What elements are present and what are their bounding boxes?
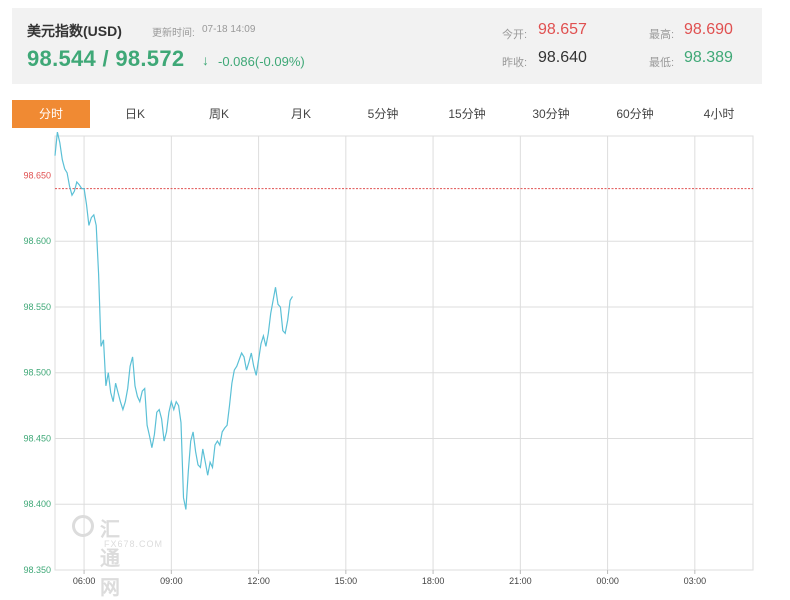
price-line bbox=[54, 131, 294, 510]
prev-close-value: 98.640 bbox=[538, 49, 587, 66]
x-tick-label: 00:00 bbox=[596, 576, 619, 586]
tab-5min[interactable]: 5分钟 bbox=[367, 107, 399, 121]
y-tick-label: 98.550 bbox=[23, 302, 51, 312]
tab-weekly-k[interactable]: 周K bbox=[208, 107, 229, 121]
x-tick-label: 03:00 bbox=[684, 576, 707, 586]
x-tick-label: 06:00 bbox=[73, 576, 96, 586]
tab-15min[interactable]: 15分钟 bbox=[448, 107, 486, 121]
y-tick-label: 98.450 bbox=[23, 433, 51, 443]
prev-close-label: 昨收: bbox=[502, 57, 528, 69]
watermark-logo-icon bbox=[72, 515, 94, 537]
tab-daily-k[interactable]: 日K bbox=[124, 107, 145, 121]
x-tick-label: 12:00 bbox=[247, 576, 270, 586]
intraday-chart: 98.650 98.600 98.550 98.500 98.450 98.400 98.3… bbox=[0, 130, 790, 600]
high-label: 最高: bbox=[649, 29, 675, 41]
watermark-name: 汇通网 bbox=[100, 519, 120, 599]
y-tick-label: 98.400 bbox=[23, 499, 51, 509]
x-tick-label: 15:00 bbox=[335, 576, 358, 586]
down-arrow-icon: ↓ bbox=[202, 52, 209, 68]
low-value: 98.389 bbox=[684, 49, 733, 66]
x-tick-label: 21:00 bbox=[509, 576, 532, 586]
plot-frame bbox=[54, 135, 754, 571]
y-tick-label: 98.350 bbox=[23, 565, 51, 575]
tab-monthly-k[interactable]: 月K bbox=[290, 107, 311, 121]
update-time-label: 更新时间: bbox=[152, 28, 195, 39]
y-tick-label: 98.500 bbox=[23, 368, 51, 378]
price-change: -0.086(-0.09%) bbox=[218, 54, 305, 69]
tab-30min[interactable]: 30分钟 bbox=[532, 107, 570, 121]
y-tick-label: 98.600 bbox=[23, 236, 51, 246]
x-tick-label: 18:00 bbox=[422, 576, 445, 586]
instrument-name: 美元指数(USD) bbox=[27, 23, 122, 39]
x-tick-label: 09:00 bbox=[160, 576, 183, 586]
update-time: 07-18 14:09 bbox=[202, 24, 256, 35]
high-value: 98.690 bbox=[684, 21, 733, 38]
tab-4hour[interactable]: 4小时 bbox=[703, 107, 735, 121]
y-tick-label: 98.650 bbox=[23, 170, 51, 180]
tab-intraday[interactable]: 分时 bbox=[12, 100, 90, 128]
quote-header: 美元指数(USD) 更新时间: 07-18 14:09 98.544 / 98.… bbox=[12, 8, 762, 84]
period-tabs: 分时 日K 周K 月K 5分钟 15分钟 30分钟 60分钟 4小时 bbox=[12, 100, 762, 128]
open-label: 今开: bbox=[502, 29, 528, 41]
bid-ask-price: 98.544 / 98.572 bbox=[27, 46, 185, 71]
chart-svg: 98.650 98.600 98.550 98.500 98.450 98.400 98.3… bbox=[23, 131, 754, 586]
watermark-sub: FX678.COM bbox=[104, 539, 164, 549]
tab-60min[interactable]: 60分钟 bbox=[616, 107, 654, 121]
open-value: 98.657 bbox=[538, 21, 587, 38]
low-label: 最低: bbox=[649, 57, 675, 69]
